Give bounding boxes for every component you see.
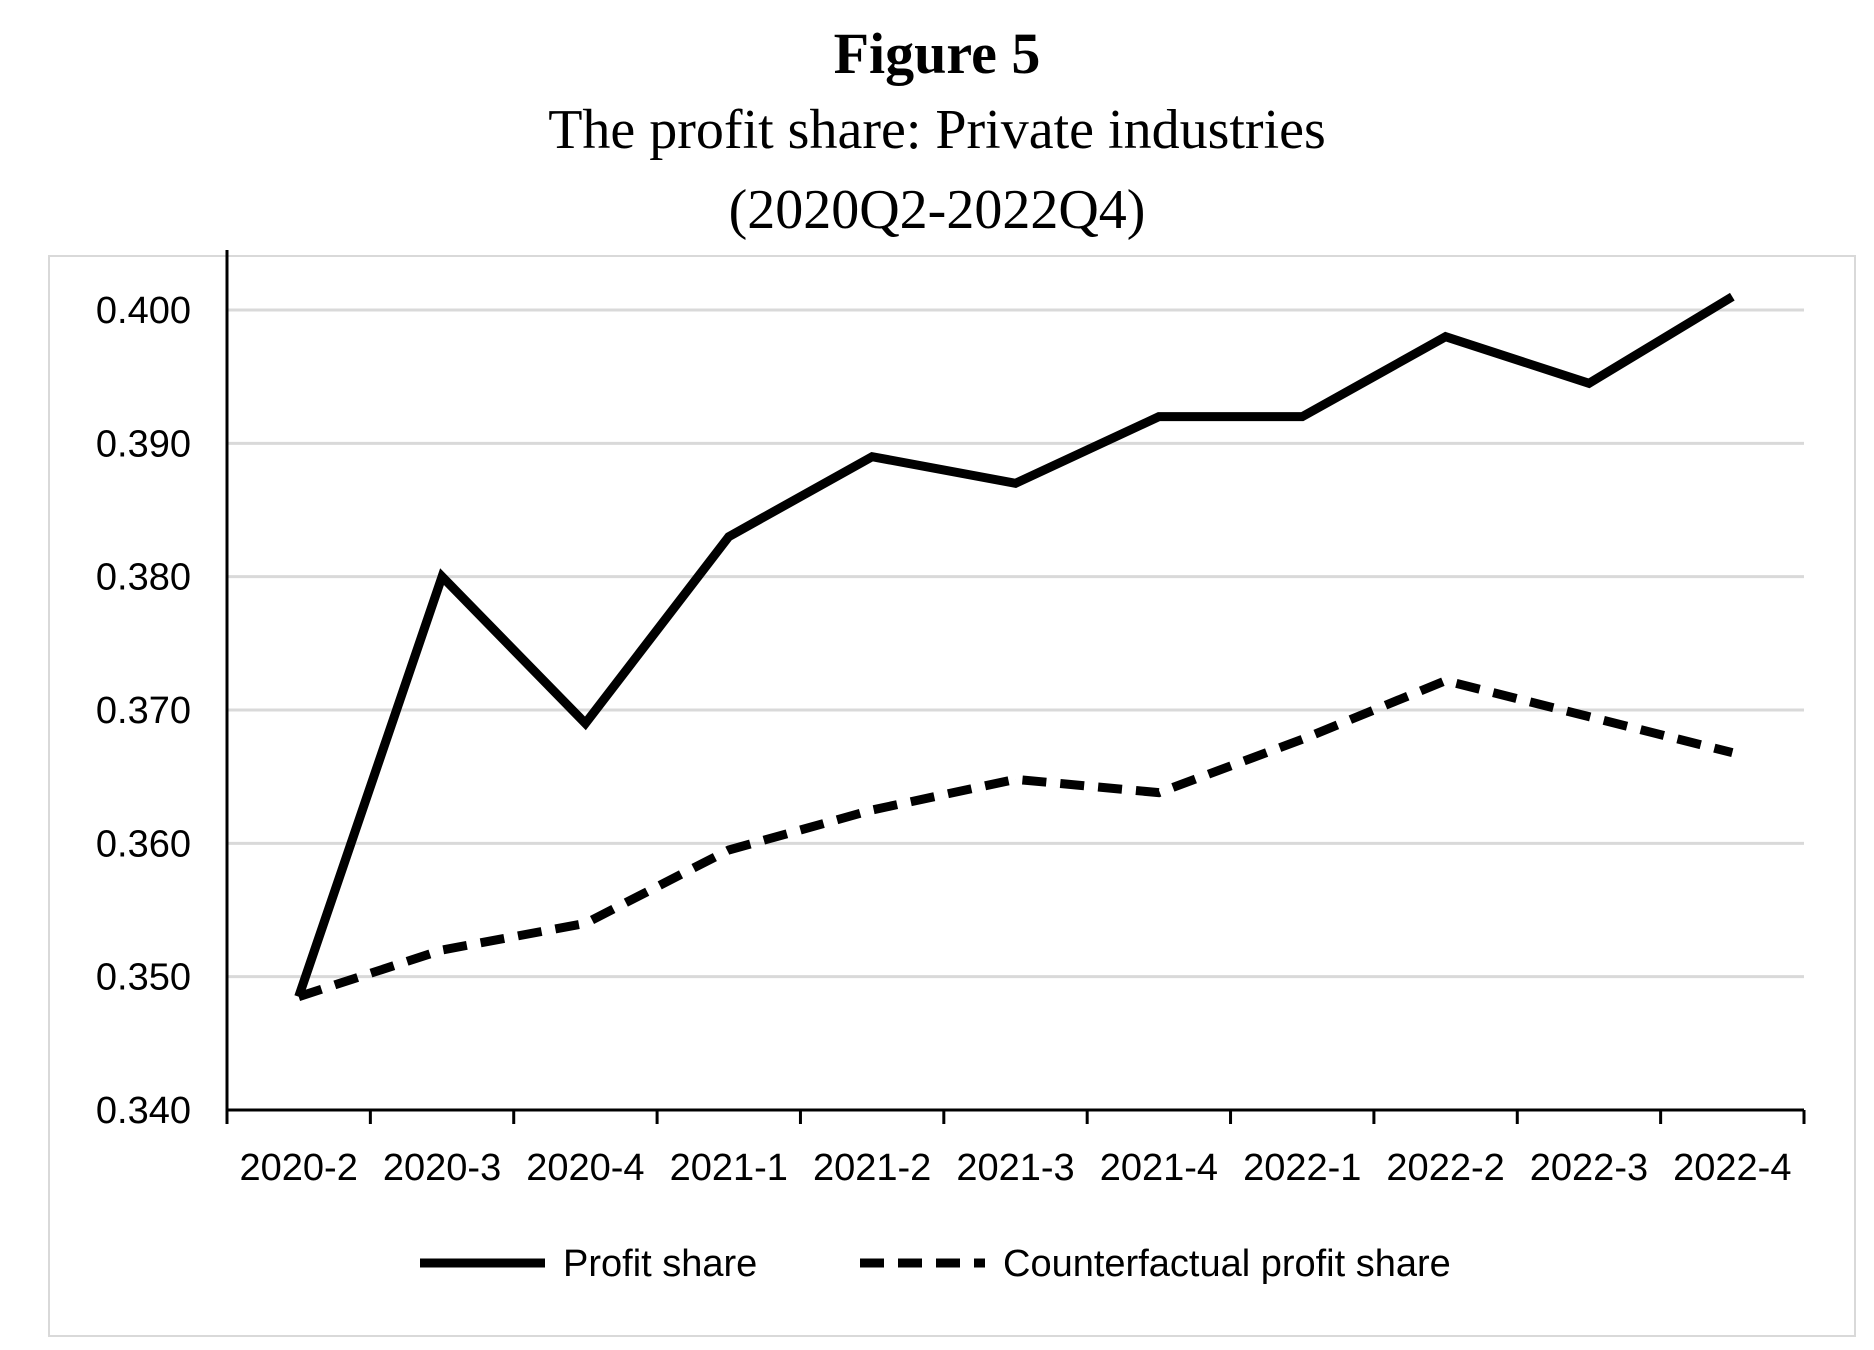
y-tick-label: 0.350 (96, 957, 191, 999)
y-tick-label: 0.390 (96, 423, 191, 465)
series-line-counterfactual-profit-share (297, 675, 1734, 1001)
chart-title: The profit share: Private industries (548, 99, 1326, 161)
x-tick-label: 2022-2 (1386, 1147, 1504, 1189)
x-tick-label: 2020-3 (383, 1147, 501, 1189)
x-tick-label: 2021-1 (670, 1147, 788, 1189)
y-tick-label: 0.360 (96, 823, 191, 865)
x-tick-label: 2021-4 (1100, 1147, 1218, 1189)
x-tick-label: 2021-2 (813, 1147, 931, 1189)
y-tick-label: 0.340 (96, 1090, 191, 1132)
x-tick-label: 2022-1 (1243, 1147, 1361, 1189)
figure-number: Figure 5 (833, 21, 1041, 86)
x-tick-label: 2022-3 (1530, 1147, 1648, 1189)
figure-header: Figure 5 The profit share: Private indus… (0, 18, 1874, 250)
legend-label: Counterfactual profit share (1003, 1243, 1451, 1285)
x-tick-label: 2020-4 (526, 1147, 644, 1189)
y-tick-label: 0.380 (96, 557, 191, 599)
x-tick-label: 2020-2 (240, 1147, 358, 1189)
x-tick-label: 2022-4 (1673, 1147, 1791, 1189)
x-tick-label: 2021-3 (956, 1147, 1074, 1189)
y-tick-label: 0.370 (96, 690, 191, 732)
chart-frame (48, 255, 1856, 1337)
y-tick-label: 0.400 (96, 290, 191, 332)
series-line-profit-share (294, 292, 1735, 999)
legend-label: Profit share (563, 1243, 757, 1285)
chart-subtitle: (2020Q2-2022Q4) (728, 179, 1146, 241)
